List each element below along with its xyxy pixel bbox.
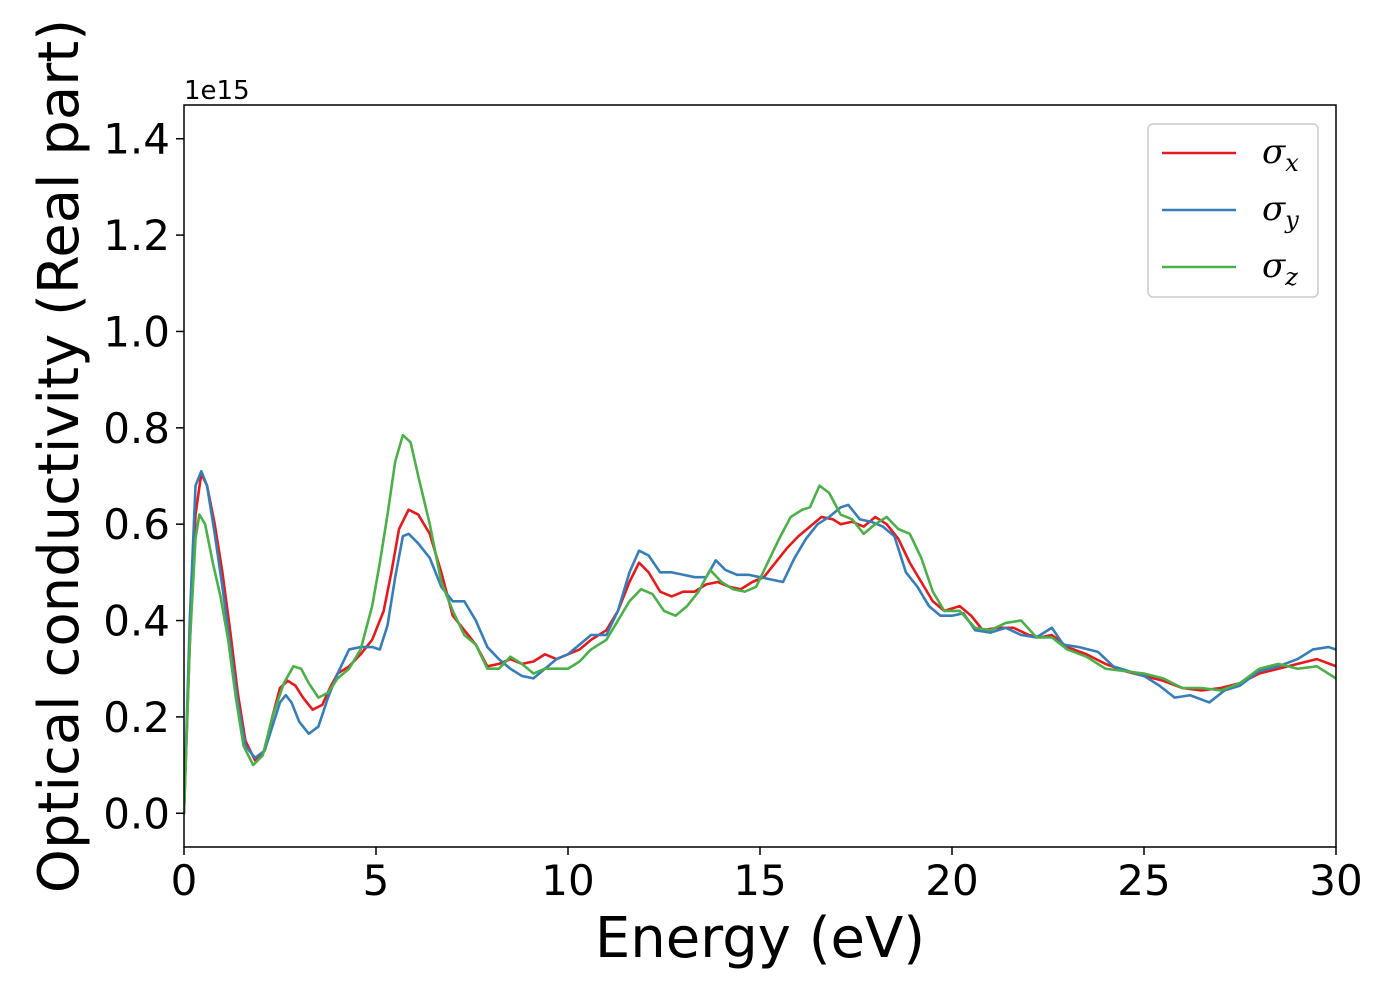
y-tick-label: 0.0 — [103, 789, 170, 838]
y-tick-label: 0.2 — [103, 693, 170, 742]
x-tick-label: 30 — [1309, 856, 1362, 905]
y-tick-label: 0.6 — [103, 500, 170, 549]
x-tick-label: 25 — [1117, 856, 1170, 905]
legend-label-x: σx — [1262, 132, 1299, 177]
legend-symbol: σ — [1262, 132, 1286, 172]
x-tick-label: 5 — [363, 856, 390, 905]
legend-subscript: z — [1284, 263, 1298, 291]
x-tick-label: 15 — [733, 856, 786, 905]
y-tick-label: 0.4 — [103, 597, 170, 646]
legend-subscript: y — [1284, 206, 1299, 234]
y-offset-label: 1e15 — [184, 76, 250, 106]
series-line-y — [184, 469, 1336, 815]
x-axis: 0 5 10 15 20 25 30 — [171, 847, 1363, 905]
legend-symbol: σ — [1262, 189, 1286, 229]
y-tick-label: 0.8 — [103, 404, 170, 453]
series-line-z — [184, 433, 1336, 815]
y-axis: 0.0 0.2 0.4 0.6 0.8 1.0 1.2 1.4 — [103, 115, 184, 838]
x-axis-title: Energy (eV) — [595, 906, 925, 971]
legend-symbol: σ — [1262, 246, 1286, 286]
legend-label-z: σz — [1262, 246, 1298, 291]
y-tick-label: 1.2 — [103, 211, 170, 260]
series-line-x — [184, 472, 1336, 815]
legend-subscript: x — [1285, 149, 1299, 177]
legend-label-y: σy — [1262, 189, 1299, 234]
y-axis-title: Optical conductivity (Real part) — [27, 19, 92, 893]
series-layer — [184, 433, 1336, 815]
x-tick-label: 0 — [171, 856, 198, 905]
x-tick-label: 10 — [541, 856, 594, 905]
y-tick-label: 1.0 — [103, 307, 170, 356]
y-tick-label: 1.4 — [103, 115, 170, 164]
x-tick-label: 20 — [925, 856, 978, 905]
